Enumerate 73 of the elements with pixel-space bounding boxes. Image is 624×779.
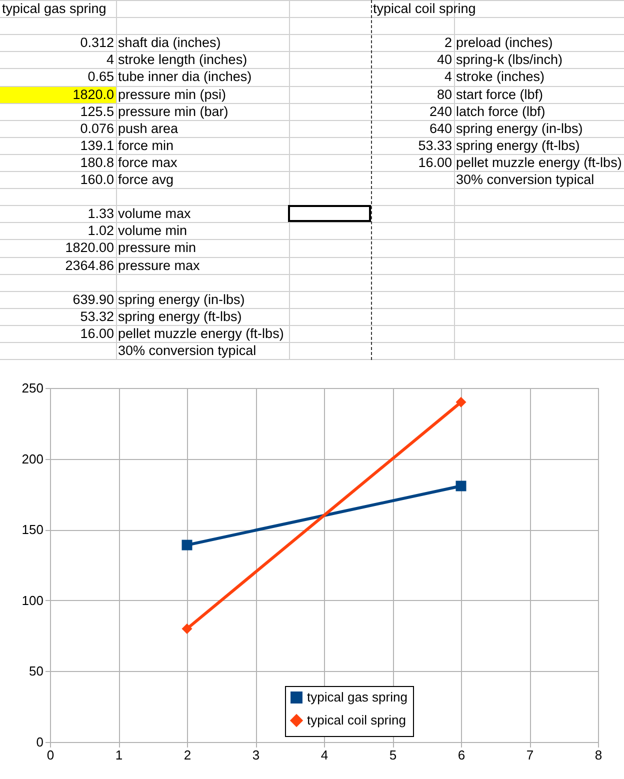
- text: 0.65: [86, 68, 115, 86]
- text: start force (lbf): [455, 86, 544, 102]
- x-tick-label: 3: [252, 748, 260, 762]
- text: 1.02: [86, 222, 115, 240]
- text: spring-k (lbs/inch): [455, 51, 564, 68]
- text: stroke length (inches): [117, 51, 248, 68]
- text: spring energy (ft-lbs): [455, 136, 581, 154]
- text: force avg: [117, 171, 175, 188]
- text: 0.076: [79, 120, 115, 137]
- text: 30% conversion typical: [455, 171, 596, 188]
- text: pellet muzzle energy (ft-lbs): [455, 154, 623, 171]
- text: force max: [117, 154, 178, 171]
- text: 30% conversion typical: [117, 342, 258, 359]
- y-tick-label: 50: [29, 664, 44, 679]
- point: [456, 396, 466, 408]
- text: 53.32: [79, 308, 115, 325]
- text: spring energy (in-lbs): [455, 120, 584, 137]
- text: force min: [117, 136, 175, 154]
- text: 53.33: [417, 136, 453, 154]
- text: 125.5: [79, 102, 115, 120]
- y-tick-label: 100: [22, 592, 44, 608]
- text: 240: [428, 102, 453, 120]
- text: 1.33: [86, 205, 115, 222]
- text: 2: [443, 34, 453, 52]
- text: 180.8: [79, 154, 115, 171]
- text: stroke (inches): [455, 68, 546, 86]
- legend-label: typical gas spring: [307, 690, 408, 704]
- text: 40: [436, 51, 453, 68]
- x-tick-label: 2: [184, 748, 192, 762]
- y-tick-label: 150: [22, 522, 44, 538]
- x-tick-label: 1: [115, 748, 123, 762]
- text: 16.00: [79, 324, 115, 342]
- x-tick-label: 0: [46, 748, 54, 762]
- text: 4: [105, 51, 115, 68]
- text: pellet muzzle energy (ft-lbs): [117, 324, 285, 342]
- point: [182, 623, 192, 634]
- text: shaft dia (inches): [117, 34, 222, 52]
- x-tick-label: 8: [594, 748, 602, 762]
- text: volume max: [117, 205, 192, 222]
- text: tube inner dia (inches): [117, 68, 253, 86]
- text: pressure min (bar): [117, 102, 230, 120]
- point: [456, 480, 466, 492]
- text: preload (inches): [455, 34, 554, 52]
- text: volume min: [117, 222, 188, 240]
- text: typical gas spring: [1, 0, 108, 17]
- text: pressure min: [117, 239, 198, 256]
- text: push area: [117, 120, 180, 137]
- text: pressure min (psi): [117, 86, 228, 102]
- text: typical coil spring: [372, 0, 477, 17]
- text: latch force (lbf): [455, 102, 546, 120]
- y-tick-label: 250: [22, 380, 44, 396]
- text: 0.312: [79, 34, 115, 52]
- y-tick-label: 0: [36, 734, 44, 750]
- text: 1820.0: [72, 86, 115, 102]
- text: spring energy (in-lbs): [117, 290, 246, 308]
- text: 80: [436, 86, 453, 102]
- text: 160.0: [79, 171, 115, 188]
- text: 639.90: [72, 290, 115, 308]
- text: 4: [443, 68, 453, 86]
- text: 2364.86: [64, 256, 115, 274]
- point: [182, 540, 192, 550]
- text: 1820.00: [64, 239, 115, 256]
- y-tick-label: 200: [22, 451, 44, 466]
- x-tick-label: 6: [458, 748, 466, 762]
- text: 139.1: [79, 136, 115, 154]
- text: spring energy (ft-lbs): [117, 308, 243, 325]
- text: pressure max: [117, 256, 201, 274]
- text: 640: [428, 120, 453, 137]
- x-tick-label: 4: [320, 748, 328, 762]
- legend-label: typical coil spring: [307, 712, 406, 728]
- x-tick-label: 5: [389, 748, 397, 762]
- text: 16.00: [417, 154, 453, 171]
- x-tick-label: 7: [526, 748, 534, 762]
